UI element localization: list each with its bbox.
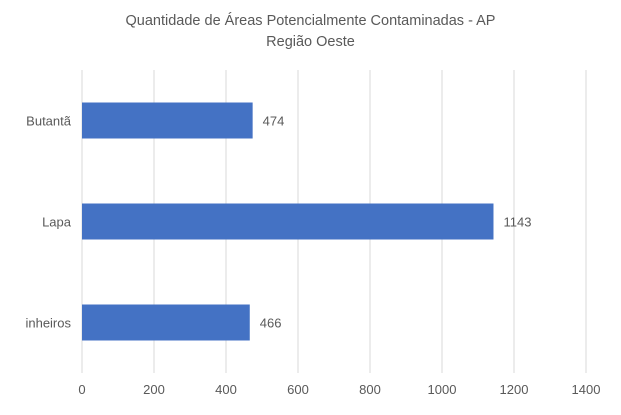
- x-tick-label: 200: [143, 382, 165, 397]
- x-tick-label: 600: [287, 382, 309, 397]
- x-axis-ticks: 0 200 400 600 800 1000 1200 1400: [78, 382, 600, 397]
- x-tick-label: 1400: [572, 382, 601, 397]
- category-label: Lapa: [42, 215, 72, 230]
- category-label: inheiros: [25, 316, 71, 331]
- data-label: 474: [263, 114, 285, 129]
- x-tick-label: 0: [78, 382, 85, 397]
- data-labels: 474 1143 466: [260, 114, 532, 331]
- chart-title: Quantidade de Áreas Potencialmente Conta…: [126, 12, 496, 29]
- chart-subtitle: Região Oeste: [266, 34, 355, 50]
- x-tick-label: 1000: [428, 382, 457, 397]
- x-tick-label: 400: [215, 382, 237, 397]
- data-label: 1143: [503, 215, 531, 230]
- data-label: 466: [260, 316, 282, 331]
- bar: [82, 102, 253, 139]
- x-tick-label: 1200: [500, 382, 529, 397]
- category-label: Butantã: [26, 114, 72, 129]
- category-labels: Butantã Lapa inheiros: [25, 114, 71, 331]
- x-tick-label: 800: [359, 382, 381, 397]
- bar: [82, 304, 250, 341]
- bar: [82, 203, 494, 240]
- bar-series: [82, 102, 494, 341]
